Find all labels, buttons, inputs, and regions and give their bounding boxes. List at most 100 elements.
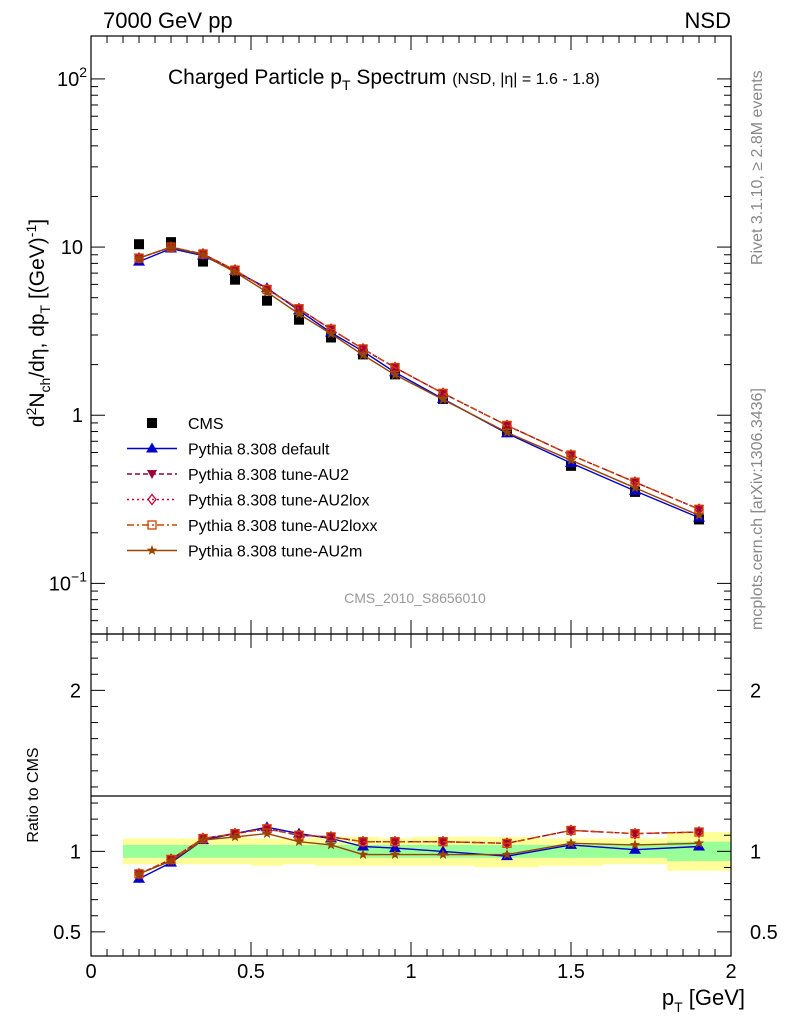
- ratio-xtick-label: 1.5: [557, 961, 585, 983]
- ratio-series-layer: [133, 821, 705, 883]
- ratio-xtick-label: 0: [85, 961, 96, 983]
- ratio-data-point: [629, 843, 641, 854]
- ratio-data-point: [502, 838, 512, 848]
- series-line: [138, 246, 700, 516]
- ratio-series-line: [138, 828, 700, 875]
- ratio-ytick-label: 1: [70, 841, 81, 863]
- ratio-ytick-label-right: 0.5: [750, 922, 778, 944]
- ratio-data-point: [197, 834, 209, 845]
- ratio-data-point: [293, 836, 305, 847]
- ratio-data-point: [166, 853, 176, 866]
- data-point: [230, 274, 240, 285]
- ratio-data-point: [261, 828, 273, 839]
- ratio-ylabel: Ratio to CMS: [25, 747, 42, 842]
- legend-label: CMS: [188, 416, 224, 433]
- ratio-data-point: [566, 825, 576, 836]
- main-plot: 10−1 1 10 102 Charged Particle pT Spectrum (…: [23, 35, 732, 635]
- ratio-ytick-label-right: 1: [750, 841, 761, 863]
- ratio-data-point: [437, 849, 449, 859]
- header-right: NSD: [685, 8, 731, 33]
- ratio-data-point: [133, 868, 145, 879]
- data-point: [134, 239, 144, 250]
- series-pythia-8-308-tune-au2m: [133, 241, 705, 520]
- data-point: [357, 349, 369, 360]
- data-point: [294, 314, 304, 325]
- ratio-data-point: [358, 835, 368, 848]
- data-point: [197, 249, 209, 260]
- main-title-tail: Spectrum: [351, 66, 447, 89]
- ratio-frame: [90, 633, 732, 957]
- data-point: [693, 509, 705, 520]
- main-ytick-label: 10: [61, 237, 83, 259]
- data-point: [326, 332, 336, 343]
- ratio-xtick-label: 1: [405, 961, 416, 983]
- series-line: [138, 246, 700, 510]
- ratio-data-point: [694, 827, 704, 837]
- ratio-data-point: [357, 849, 369, 859]
- legend-label: Pythia 8.308 tune-AU2loxx: [188, 518, 377, 535]
- ratio-data-point: [438, 835, 448, 848]
- ratio-xlabel: pT [GeV]: [662, 985, 745, 1015]
- legend-entry-pythia-8-308-default: Pythia 8.308 default: [127, 442, 330, 459]
- data-point: [629, 482, 641, 493]
- uncertainty-band-stat: [667, 841, 731, 862]
- main-title-main: Charged Particle p: [168, 66, 342, 89]
- data-point: [325, 328, 337, 339]
- legend-marker: [147, 470, 157, 479]
- ratio-series-pythia-8-308-tune-au2m: [133, 828, 705, 879]
- legend-marker: [147, 493, 157, 506]
- data-point: [501, 426, 513, 437]
- data-point: [262, 295, 272, 306]
- ratio-data-point: [502, 837, 512, 850]
- ratio-data-point: [566, 824, 576, 837]
- main-series-layer: [133, 237, 705, 525]
- data-point: [198, 256, 208, 267]
- ratio-data-point: [630, 827, 640, 840]
- ratio-data-point: [629, 839, 641, 850]
- data-point: [565, 454, 577, 465]
- data-point: [165, 241, 177, 252]
- ratio-ytick-label: 2: [70, 680, 81, 702]
- data-point: [261, 286, 273, 297]
- ratio-xtick-label: 0.5: [237, 961, 265, 983]
- uncertainty-band-stat: [283, 844, 315, 858]
- main-title-note: (NSD, |η| = 1.6 - 1.8): [452, 71, 599, 88]
- ratio-plot: 0.5 0.51 12 20 0.5 1 1.5 2 Ratio to CMS pT [GeV…: [25, 633, 778, 1015]
- ratio-data-point: [438, 837, 448, 847]
- ratio-series-line: [138, 832, 700, 875]
- legend-marker: [146, 442, 158, 453]
- legend-entry-pythia-8-308-tune-au2m: Pythia 8.308 tune-AU2m: [127, 544, 362, 561]
- ratio-ytick-label: 0.5: [53, 922, 81, 944]
- legend-label: Pythia 8.308 default: [188, 442, 330, 459]
- ratio-data-point: [501, 849, 513, 859]
- main-axes: 10−1 1 10 102: [49, 36, 732, 635]
- ratio-xtick-label: 2: [725, 961, 736, 983]
- ratio-data-point: [630, 828, 640, 839]
- main-title-sub: T: [342, 77, 351, 93]
- legend-entry-pythia-8-308-tune-au2: Pythia 8.308 tune-AU2: [127, 467, 349, 484]
- legend: CMS Pythia 8.308 default Pythia 8.308 tune…: [127, 416, 377, 561]
- main-ytick-label: 102: [57, 64, 87, 91]
- main-ytick-label: 1: [72, 405, 83, 427]
- watermark: CMS_2010_S8656010: [344, 590, 486, 606]
- uncertainty-band-stat: [219, 844, 251, 858]
- data-point: [437, 394, 449, 404]
- data-point: [389, 369, 401, 380]
- ratio-data-point: [390, 837, 400, 847]
- data-point: [133, 252, 145, 263]
- data-point: [293, 308, 305, 319]
- uncertainty-band-stat: [187, 844, 219, 858]
- data-point: [198, 247, 208, 261]
- data-point: [229, 266, 241, 277]
- ratio-data-point: [198, 832, 208, 845]
- ratio-data-point: [229, 831, 241, 842]
- ratio-data-point: [165, 855, 177, 866]
- header-left: 7000 GeV pp: [103, 8, 233, 33]
- main-frame: [90, 35, 732, 635]
- uncertainty-band-stat: [251, 844, 283, 858]
- ratio-series-line: [138, 828, 700, 875]
- ratio-data-point: [565, 837, 577, 848]
- main-ylabel: d2Nch/dη, dpT [(GeV)-1]: [23, 219, 53, 427]
- legend-entry-pythia-8-308-tune-au2loxx: Pythia 8.308 tune-AU2loxx: [127, 518, 377, 535]
